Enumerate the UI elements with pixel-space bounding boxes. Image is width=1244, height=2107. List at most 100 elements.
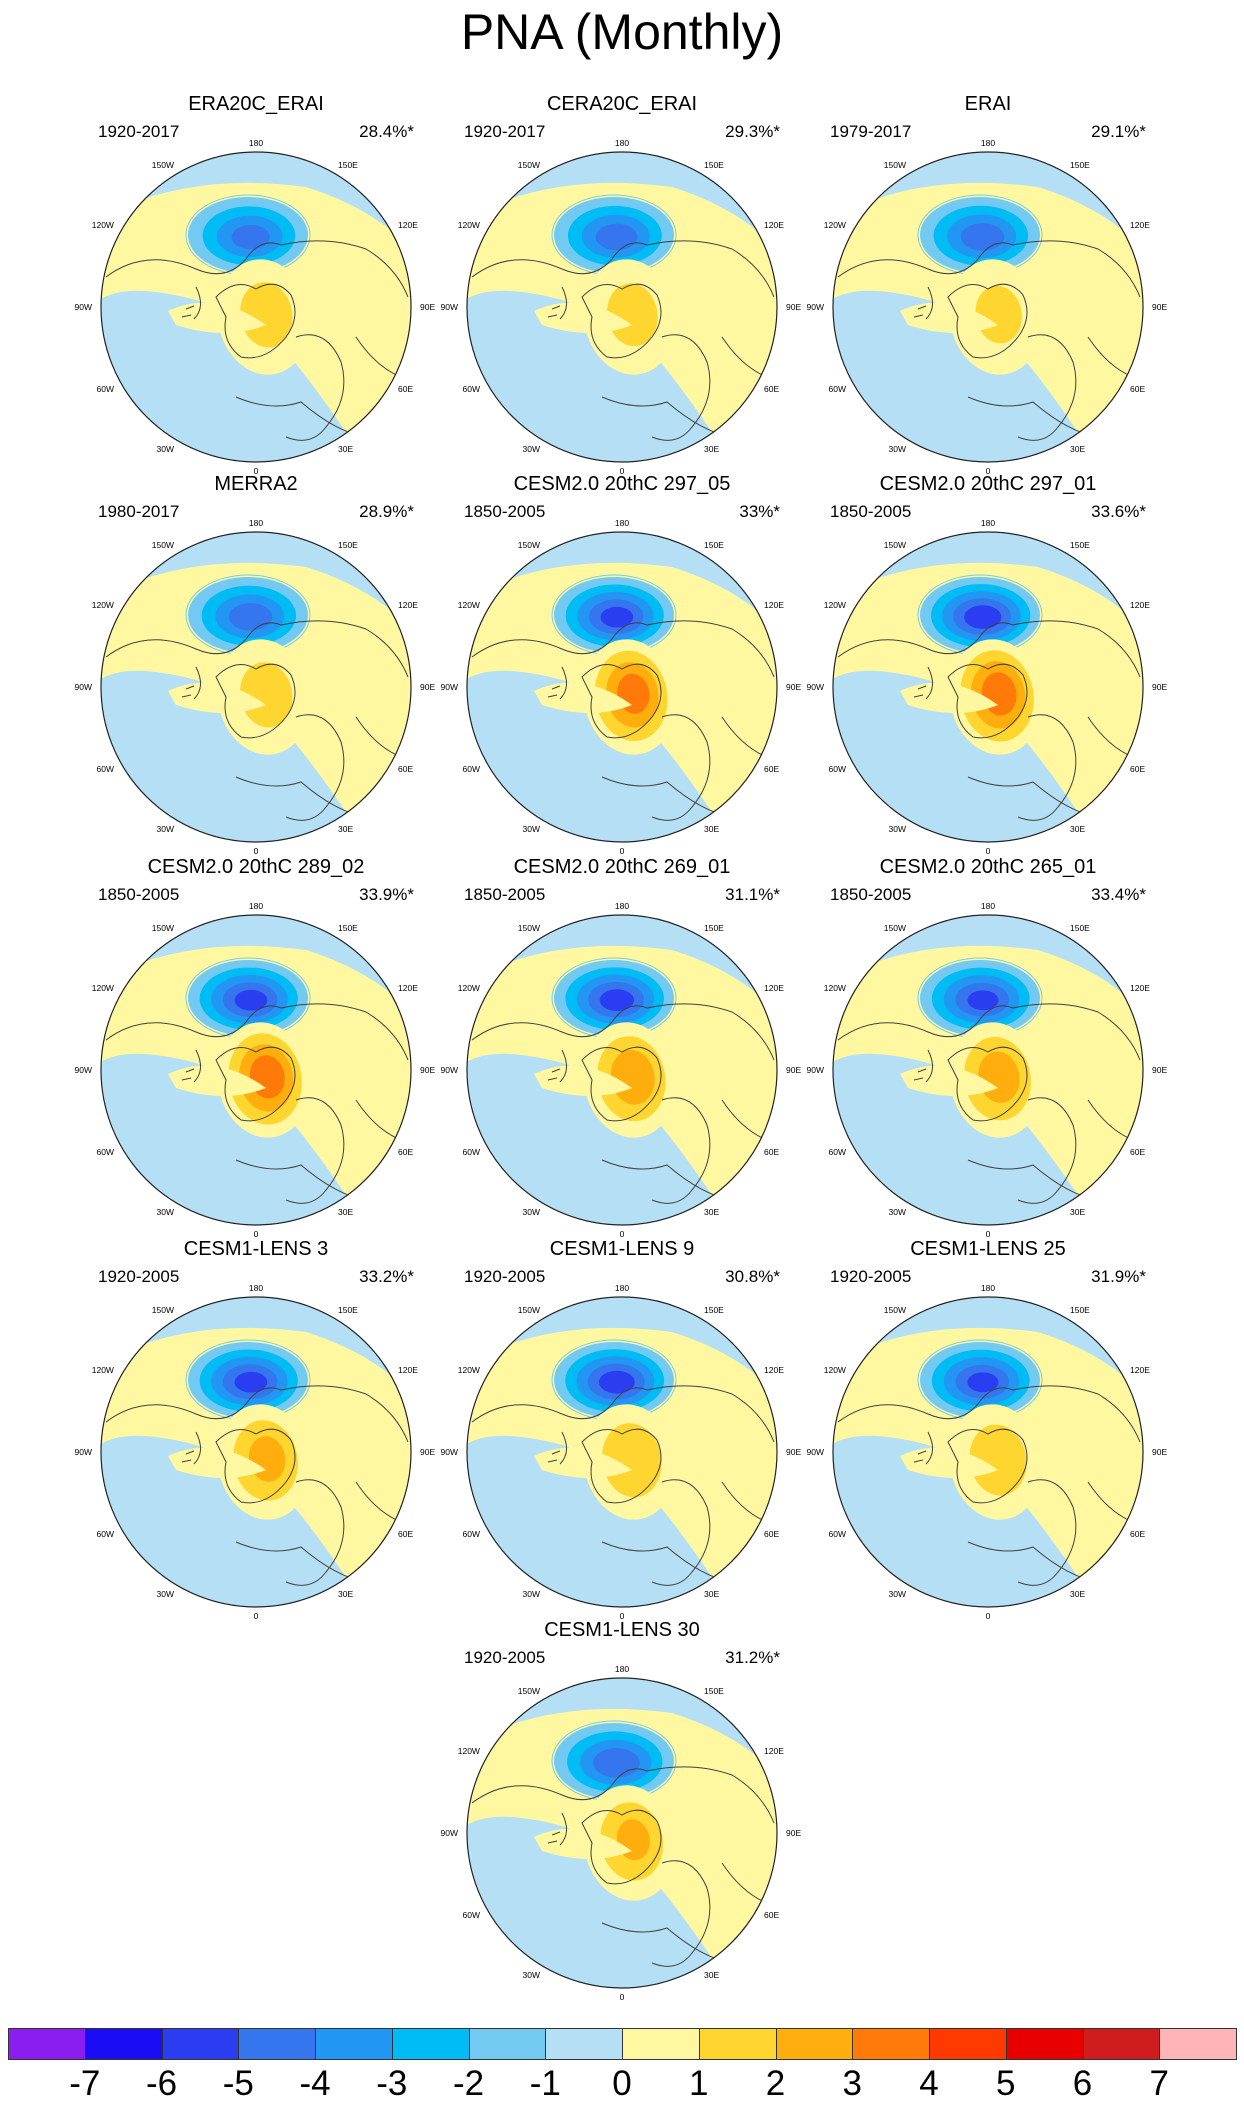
longitude-label: 60W <box>462 384 479 394</box>
polar-map: 180 150E 120E 90E 60E 30E 0 30W 60W 90W 120W 150W <box>75 138 436 476</box>
longitude-label: 30E <box>1070 1207 1085 1217</box>
coastline <box>651 1860 711 1967</box>
coastline <box>285 714 345 821</box>
colorbar-label: -1 <box>529 2064 561 2103</box>
longitude-label: 30E <box>704 1970 719 1980</box>
map-rim <box>100 531 412 843</box>
coastline <box>947 283 1028 359</box>
colorbar-label: 4 <box>919 2064 939 2103</box>
longitude-label: 60E <box>398 1147 413 1157</box>
panel-years: 1920-2017 <box>98 122 180 141</box>
positive-anomaly-contour <box>240 662 293 728</box>
positive-anomaly-contour <box>240 282 293 348</box>
longitude-label: 0 <box>986 1611 991 1621</box>
coastline <box>471 1005 648 1041</box>
panel-title: MERRA2 <box>214 473 298 495</box>
coastline <box>837 622 1014 658</box>
figure-title: PNA (Monthly) <box>460 4 784 60</box>
map-rim <box>832 151 1144 463</box>
longitude-label: 30E <box>704 824 719 834</box>
positive-anomaly-tail <box>534 682 632 713</box>
coastline <box>581 1809 662 1885</box>
map-rim <box>100 151 412 463</box>
longitude-label: 150E <box>338 923 358 933</box>
longitude-label: 60E <box>764 1910 779 1920</box>
colorbar-swatch <box>315 2028 393 2060</box>
positive-anomaly-contour <box>969 1424 1027 1496</box>
map-panel: 180 150E 120E 90E 60E 30E 0 30W 60W 90W 120W 150W CE… <box>441 92 802 476</box>
coastline <box>646 620 775 678</box>
longitude-label: 120E <box>398 983 418 993</box>
longitude-label: 180 <box>981 518 995 528</box>
longitude-label: 30E <box>704 1589 719 1599</box>
longitude-label: 60E <box>764 1529 779 1539</box>
colorbar-label: 1 <box>689 2064 709 2103</box>
longitude-label: 60E <box>398 764 413 774</box>
negative-anomaly-contour <box>598 1370 635 1394</box>
negative-anomaly-contour <box>960 223 1005 251</box>
polar-map: 180 150E 120E 90E 60E 30E 0 30W 60W 90W 120W 150W <box>807 1283 1168 1621</box>
longitude-label: 0 <box>986 1229 991 1239</box>
longitude-label: 150E <box>704 923 724 933</box>
coastline <box>285 334 345 441</box>
colorbar-label: 3 <box>842 2064 862 2103</box>
map-rim <box>466 1677 778 1989</box>
longitude-label: 0 <box>620 466 625 476</box>
longitude-label: 90W <box>441 1828 458 1838</box>
longitude-label: 60W <box>462 764 479 774</box>
panel-variance: 30.8%* <box>725 1267 780 1286</box>
negative-anomaly-contour <box>967 1372 999 1393</box>
longitude-label: 150E <box>1070 923 1090 933</box>
longitude-label: 90W <box>75 1065 92 1075</box>
longitude-label: 120E <box>764 600 784 610</box>
coastline <box>215 283 296 359</box>
longitude-label: 120E <box>398 600 418 610</box>
positive-anomaly-tail <box>534 1828 632 1859</box>
longitude-label: 30E <box>338 824 353 834</box>
polar-map: 180 150E 120E 90E 60E 30E 0 30W 60W 90W 120W 150W <box>807 518 1168 856</box>
colorbar-label: 0 <box>612 2064 632 2103</box>
panel-title: CESM1-LENS 25 <box>910 1238 1066 1260</box>
longitude-label: 30W <box>889 1589 906 1599</box>
positive-anomaly-contour <box>975 285 1022 344</box>
panel-title: CESM1-LENS 30 <box>544 1619 700 1641</box>
positive-anomaly-tail <box>168 682 266 713</box>
positive-anomaly-tail <box>168 1447 266 1478</box>
longitude-label: 90E <box>1152 1065 1167 1075</box>
map-panel: 180 150E 120E 90E 60E 30E 0 30W 60W 90W 120W 150W CE… <box>75 1237 436 1621</box>
panel-variance: 28.4%* <box>359 122 414 141</box>
longitude-label: 30W <box>889 824 906 834</box>
coastline <box>1012 1385 1141 1443</box>
negative-anomaly-contour <box>964 605 1002 629</box>
longitude-label: 0 <box>620 1229 625 1239</box>
colorbar-label: 7 <box>1149 2064 1169 2103</box>
longitude-label: 150E <box>338 540 358 550</box>
map-panel: 180 150E 120E 90E 60E 30E 0 30W 60W 90W 120W 150W ER… <box>807 92 1168 476</box>
longitude-label: 30W <box>157 444 174 454</box>
longitude-label: 90E <box>1152 682 1167 692</box>
coastline <box>646 1766 775 1824</box>
map-rim <box>466 914 778 1226</box>
longitude-label: 30E <box>704 444 719 454</box>
panel-years: 1920-2017 <box>464 122 546 141</box>
longitude-label: 0 <box>986 466 991 476</box>
coastline <box>547 1812 567 1846</box>
longitude-label: 180 <box>615 138 629 148</box>
panel-variance: 29.3%* <box>725 122 780 141</box>
longitude-label: 120W <box>458 600 480 610</box>
panel-years: 1920-2005 <box>464 1648 546 1667</box>
longitude-label: 180 <box>249 138 263 148</box>
panel-variance: 33.9%* <box>359 885 414 904</box>
longitude-label: 90W <box>807 1065 824 1075</box>
longitude-label: 60E <box>764 764 779 774</box>
positive-anomaly-tail <box>534 1447 632 1478</box>
coastline <box>947 1428 1028 1504</box>
longitude-label: 120W <box>92 600 114 610</box>
coastline <box>215 663 296 739</box>
colorbar-swatch <box>391 2028 470 2060</box>
map-rim <box>466 151 778 463</box>
longitude-label: 30E <box>338 1207 353 1217</box>
positive-anomaly-tail <box>168 1065 266 1096</box>
positive-anomaly-tail <box>900 302 998 333</box>
longitude-label: 60E <box>764 1147 779 1157</box>
